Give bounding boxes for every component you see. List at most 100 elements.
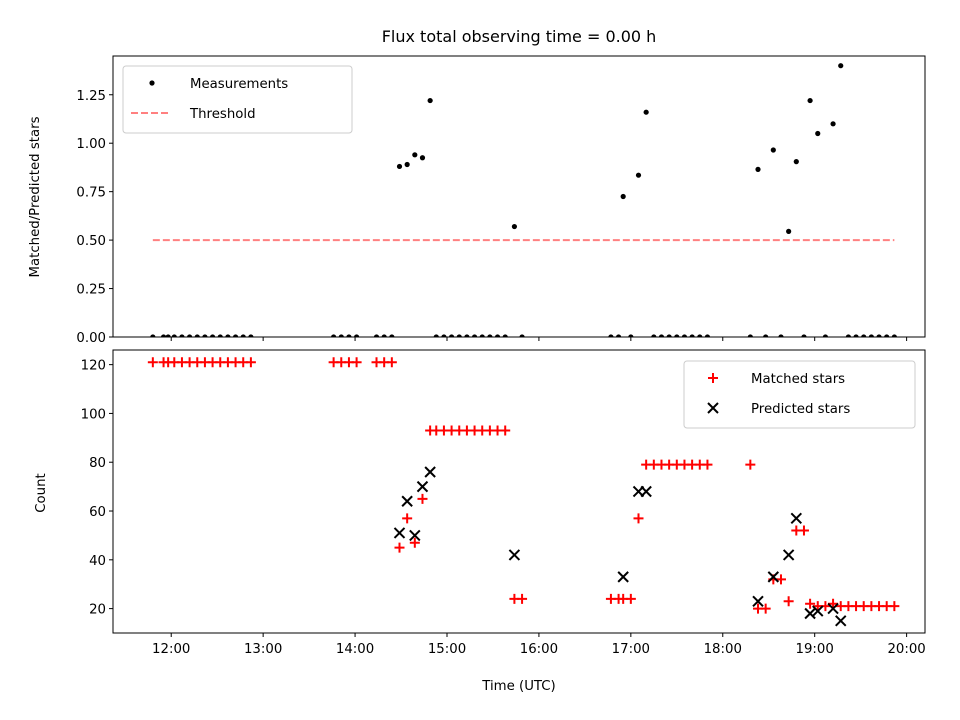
matched-star-point: [828, 598, 839, 609]
measurement-point: [511, 223, 518, 230]
measurement-point: [822, 334, 829, 337]
predicted-star-point: [424, 466, 436, 478]
measurement-point: [494, 334, 501, 337]
x-tick-label: 18:00: [704, 642, 742, 657]
y-tick-label: 0.00: [76, 331, 106, 346]
x-tick-label: 20:00: [887, 642, 925, 657]
measurement-point: [763, 334, 769, 337]
measurement-point: [747, 334, 753, 337]
matched-star-point: [394, 542, 405, 553]
x-tick-label: 15:00: [428, 642, 466, 657]
predicted-star-point: [752, 595, 764, 607]
x-tick-label: 12:00: [152, 642, 190, 657]
legend-label: Threshold: [189, 107, 256, 122]
x-tick-label: 19:00: [796, 642, 834, 657]
x-tick-label: 13:00: [244, 642, 282, 657]
predicted-star-point: [827, 602, 839, 615]
y-tick-label: 100: [81, 407, 106, 422]
measurement-point: [232, 334, 239, 337]
predicted-star-point: [804, 607, 816, 620]
matched-star-point: [402, 513, 413, 524]
predicted-star-point: [409, 529, 421, 542]
measurement-point: [620, 193, 626, 200]
measurement-point: [689, 334, 695, 337]
measurement-point: [433, 334, 439, 337]
measurement-point: [248, 334, 254, 337]
legend-box: [683, 360, 916, 429]
y-tick-label: 0.50: [76, 234, 106, 249]
y-tick-label: 1.00: [76, 137, 106, 152]
measurement-point: [479, 334, 485, 337]
measurement-point: [441, 334, 447, 337]
measurement-point: [456, 334, 462, 337]
matched-star-point: [500, 425, 511, 436]
measurement-point: [354, 334, 360, 337]
measurement-point: [643, 109, 649, 115]
measurement-point: [209, 334, 216, 337]
y-tick-label: 1.25: [76, 89, 106, 104]
data-layer: [150, 63, 897, 337]
predicted-star-point: [416, 480, 429, 493]
measurement-point: [853, 334, 859, 337]
matched-star-point: [147, 357, 158, 368]
measurement-point: [381, 334, 387, 337]
measurement-point: [396, 163, 403, 170]
measurement-point: [338, 334, 344, 337]
measurement-point: [697, 334, 703, 337]
legend-matched-swatch: [708, 373, 718, 383]
predicted-star-point: [790, 512, 803, 525]
measurement-point: [331, 334, 337, 337]
measurement-point: [807, 97, 813, 104]
measurement-point: [427, 97, 433, 104]
measurement-point: [502, 334, 508, 337]
predicted-star-point: [393, 527, 406, 539]
measurement-point: [793, 159, 799, 165]
predicted-star-point: [835, 615, 847, 627]
measurement-point: [487, 334, 493, 337]
measurement-point: [165, 334, 171, 337]
axes-frame: [112, 55, 926, 338]
y-tick-label: 40: [89, 554, 106, 569]
measurement-point: [240, 334, 246, 337]
matched-star-point: [351, 357, 362, 368]
axes-frame: [112, 349, 926, 634]
chart-title: Flux total observing time = 0.00 h: [382, 27, 657, 46]
data-layer: [147, 357, 900, 627]
x-tick-label: 17:00: [612, 642, 650, 657]
measurement-point: [815, 130, 821, 137]
matched-star-point: [889, 601, 900, 612]
measurement-point: [628, 334, 634, 337]
measurement-point: [891, 334, 897, 337]
measurement-point: [346, 334, 352, 337]
measurement-point: [389, 334, 395, 337]
matched-star-point: [702, 459, 713, 470]
measurement-point: [464, 334, 470, 337]
measurement-point: [861, 334, 867, 337]
legend-predicted-swatch: [707, 402, 719, 414]
matched-star-point: [783, 596, 794, 607]
measurement-point: [217, 334, 223, 337]
x-tick-label: 16:00: [520, 642, 558, 657]
matched-star-point: [760, 603, 771, 614]
y-tick-label: 0.25: [76, 283, 106, 298]
bottom-y-axis-label: Count: [34, 473, 49, 513]
measurement-point: [681, 334, 688, 337]
matched-star-point: [798, 525, 809, 536]
measurement-point: [755, 166, 761, 172]
legend-box: [122, 65, 353, 134]
measurement-point: [160, 334, 167, 337]
measurement-point: [615, 334, 622, 337]
measurement-point: [674, 334, 680, 337]
top-panel: 0.00 0.25 0.50 0.75 1.00 1.25 Measurements Thre…: [76, 55, 926, 346]
measurement-point: [666, 334, 672, 337]
predicted-star-point: [401, 495, 413, 507]
measurement-point: [658, 334, 665, 337]
y-tick-label: 0.75: [76, 186, 106, 201]
measurement-point: [179, 334, 185, 337]
legend-measurement-swatch: [149, 80, 155, 86]
matched-star-point: [625, 593, 636, 604]
measurement-point: [838, 63, 844, 69]
matched-star-point: [386, 357, 397, 368]
x-axis-label: Time (UTC): [481, 679, 556, 694]
